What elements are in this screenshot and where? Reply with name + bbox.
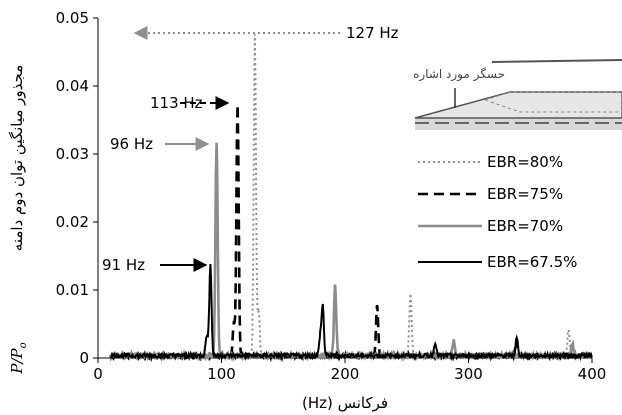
annotation-label: 91 Hz (102, 256, 145, 274)
y-axis-label-prefix: P/P (8, 347, 26, 374)
x-tick-label: 400 (578, 365, 607, 383)
y-tick-label: 0.05 (56, 9, 89, 27)
y-tick-label: 0 (79, 349, 89, 367)
x-ticks: 0 100 200 300 400 (93, 358, 606, 383)
legend-label-1: EBR=75% (487, 185, 563, 203)
legend-label-2: EBR=70% (487, 217, 563, 235)
inset-upper-wall (491, 59, 622, 63)
inset-ramp-body (414, 91, 622, 119)
x-tick-label: 200 (331, 365, 360, 383)
series-group (109, 34, 593, 363)
y-ticks: 0 0.01 0.02 0.03 0.04 0.05 (56, 9, 98, 367)
y-tick-label: 0.03 (56, 145, 89, 163)
y-axis-label-text: مجذور میانگین توان دوم دامنه (8, 65, 26, 251)
legend-label-3: EBR=67.5% (487, 253, 577, 271)
y-tick-label: 0.04 (56, 77, 89, 95)
legend: EBR=80% EBR=75% EBR=70% EBR=67.5% (418, 153, 577, 271)
y-axis-label-sub: o (18, 342, 29, 348)
svg-text:P/Poمجذور میانگین توان دوم دام: P/Po مجذور میانگین توان دوم دامنه (8, 65, 29, 375)
series-line-2 (109, 142, 593, 363)
inset-label: حسگر مورد اشاره (413, 67, 505, 82)
annotations: 127 Hz 113 Hz 96 Hz 91 Hz (102, 24, 399, 274)
annotation-label: 96 Hz (110, 135, 153, 153)
y-axis-label: P/Po مجذور میانگین توان دوم دامنه (8, 65, 29, 375)
inset-diagram: حسگر مورد اشاره (413, 59, 622, 130)
y-tick-label: 0.02 (56, 213, 89, 231)
x-tick-label: 100 (207, 365, 236, 383)
x-tick-label: 0 (93, 365, 103, 383)
x-axis-label: فرکانس (Hz) (302, 394, 388, 412)
annotation-label: 113 Hz (150, 94, 203, 112)
inset-ramp-hatch (483, 91, 622, 113)
x-tick-label: 300 (454, 365, 483, 383)
series-line-3 (109, 264, 593, 362)
legend-label-0: EBR=80% (487, 153, 563, 171)
annotation-label: 127 Hz (346, 24, 399, 42)
y-tick-label: 0.01 (56, 281, 89, 299)
